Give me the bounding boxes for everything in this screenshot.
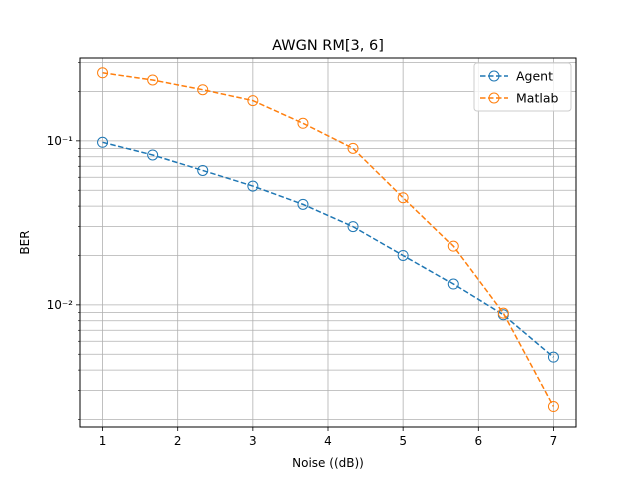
legend-marker	[488, 70, 500, 82]
data-point	[97, 67, 109, 79]
x-tick-label: 4	[324, 434, 332, 448]
data-point	[397, 249, 409, 261]
data-point	[197, 164, 209, 176]
data-point	[247, 180, 259, 192]
data-point	[547, 351, 559, 363]
data-point	[347, 221, 359, 233]
x-tick-label: 2	[174, 434, 182, 448]
series-layer	[97, 67, 559, 413]
legend-label: Agent	[516, 69, 553, 84]
data-point	[147, 149, 159, 161]
x-tick-label: 6	[474, 434, 482, 448]
series-line	[102, 72, 555, 407]
x-tick-label: 7	[550, 434, 558, 448]
legend-label: Matlab	[516, 91, 558, 106]
data-point	[447, 240, 459, 252]
data-point	[397, 192, 409, 204]
x-tick-label: 5	[399, 434, 407, 448]
data-point	[147, 74, 159, 86]
data-point	[297, 117, 309, 129]
chart-title: AWGN RM[3, 6]	[272, 38, 384, 54]
y-tick-label: 10⁻²	[47, 298, 74, 312]
legend-marker	[488, 92, 500, 104]
legend-box	[473, 62, 572, 112]
data-point	[97, 136, 109, 148]
data-point	[447, 278, 459, 290]
x-tick-label: 1	[99, 434, 107, 448]
data-point	[547, 401, 559, 413]
legend: Agent Matlab	[473, 62, 572, 112]
data-point	[497, 307, 509, 319]
data-point	[347, 142, 359, 154]
legend-item-agent: Agent	[480, 69, 553, 84]
legend-item-matlab: Matlab	[480, 91, 558, 106]
series-matlab	[97, 67, 559, 413]
y-axis-label: BER	[18, 230, 32, 254]
y-tick-label: 10⁻¹	[47, 134, 74, 148]
data-point	[197, 84, 209, 96]
axis-layer: 1 2 3 4 5 6 7 10⁻¹ 10⁻²	[47, 62, 558, 448]
series-agent	[97, 136, 559, 363]
data-point	[247, 95, 259, 107]
x-tick-label: 3	[249, 434, 257, 448]
series-line	[102, 141, 554, 358]
data-point	[297, 198, 309, 210]
x-axis-label: Noise ((dB))	[292, 456, 364, 470]
